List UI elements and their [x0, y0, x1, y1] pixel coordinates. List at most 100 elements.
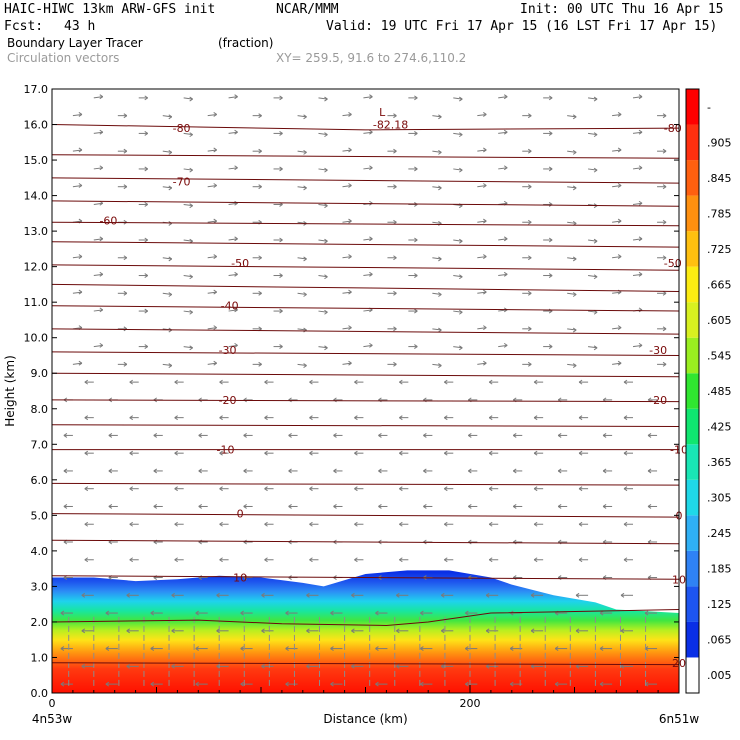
wind-vector — [578, 379, 589, 385]
wind-vector — [129, 450, 139, 456]
wind-vector — [228, 342, 238, 348]
wind-vector — [602, 468, 613, 474]
wind-vector — [129, 521, 139, 527]
wind-vector — [533, 521, 544, 527]
wind-vector — [72, 183, 83, 188]
tracer-shading — [52, 570, 679, 693]
wind-vector — [533, 450, 544, 456]
wind-vector — [105, 681, 118, 687]
wind-vector — [623, 450, 634, 456]
wind-vector — [408, 166, 418, 172]
wind-vector — [81, 592, 94, 598]
wind-vector — [342, 218, 352, 224]
x-tick-label: 200 — [460, 697, 481, 710]
contour-line — [51, 609, 680, 626]
wind-vector — [264, 557, 274, 563]
wind-vector — [399, 557, 409, 563]
wind-vector — [432, 363, 442, 368]
wind-vector — [530, 663, 544, 669]
wind-vector — [647, 504, 658, 509]
wind-vector — [63, 468, 73, 474]
wind-vector — [318, 96, 328, 102]
y-tick-label: 1.0 — [31, 651, 49, 664]
contour-line — [51, 124, 680, 131]
wind-vector — [72, 147, 83, 153]
contour-label: 0 — [237, 508, 244, 521]
colorbar-swatch — [686, 373, 699, 409]
wind-vector — [599, 681, 613, 687]
wind-vector — [150, 681, 163, 687]
wind-vector — [578, 486, 589, 492]
wind-vector — [453, 345, 463, 351]
contour-label: -70 — [173, 175, 191, 188]
wind-vector — [432, 114, 442, 120]
contour-label: 10 — [233, 572, 247, 585]
wind-vector — [588, 345, 598, 351]
wind-vector — [351, 663, 364, 669]
wind-vector — [84, 450, 94, 456]
wind-vector — [183, 96, 193, 102]
wind-vector — [342, 183, 352, 188]
wind-vector — [578, 450, 589, 456]
wind-vector — [252, 148, 262, 154]
wind-vector — [138, 130, 149, 136]
wind-vector — [498, 94, 508, 100]
wind-vector — [333, 397, 343, 403]
wind-vector — [60, 610, 73, 616]
wind-vector — [318, 203, 328, 209]
wind-vector — [264, 521, 274, 527]
wind-vector — [198, 432, 208, 438]
colorbar-swatch — [686, 479, 699, 516]
wind-vector — [522, 219, 532, 225]
wind-vector — [408, 95, 418, 101]
contour-line — [51, 399, 680, 403]
wind-vector — [252, 255, 262, 261]
wind-vector — [63, 504, 73, 509]
wind-vector — [306, 628, 319, 634]
contour-line — [51, 575, 680, 580]
colorbar-label: .845 — [707, 172, 732, 185]
wind-vector — [162, 185, 173, 191]
wind-vector — [162, 149, 173, 155]
contour-label: -82.18 — [373, 119, 408, 132]
wind-vector — [498, 342, 508, 348]
contour-label: -40 — [221, 300, 239, 313]
wind-vector — [243, 504, 253, 509]
wind-vector — [129, 379, 139, 385]
colorbar-swatch — [686, 444, 699, 480]
wind-vector — [399, 450, 409, 456]
wind-vector — [453, 96, 463, 102]
wind-vector — [420, 646, 433, 652]
wind-vector — [543, 202, 553, 207]
wind-vector — [195, 681, 208, 687]
wind-vector — [354, 557, 364, 563]
wind-vector — [183, 132, 193, 138]
wind-vector — [657, 184, 667, 190]
wind-vector — [219, 450, 229, 456]
wind-vector — [632, 307, 643, 313]
wind-vector — [567, 149, 577, 155]
wind-vector — [273, 344, 283, 350]
wind-vector — [623, 557, 634, 563]
wind-vector — [530, 628, 544, 634]
wind-vector — [612, 183, 622, 188]
wind-vector — [477, 289, 487, 295]
wind-vector — [138, 202, 149, 207]
wind-vector — [264, 379, 274, 385]
wind-vector — [530, 592, 544, 598]
wind-vector — [657, 361, 667, 367]
wind-vector — [387, 113, 397, 119]
wind-vector — [575, 592, 589, 598]
wind-vector — [195, 646, 208, 652]
wind-vector — [512, 432, 523, 438]
wind-vector — [453, 167, 463, 173]
colorbar-label: .545 — [707, 349, 732, 362]
wind-vector — [387, 326, 397, 332]
wind-vector — [174, 557, 184, 563]
wind-vector — [522, 148, 532, 154]
wind-vector — [228, 165, 238, 171]
wind-vector — [150, 646, 163, 652]
wind-vector — [105, 646, 118, 652]
wind-vector — [318, 238, 328, 244]
wind-vector — [240, 610, 253, 616]
